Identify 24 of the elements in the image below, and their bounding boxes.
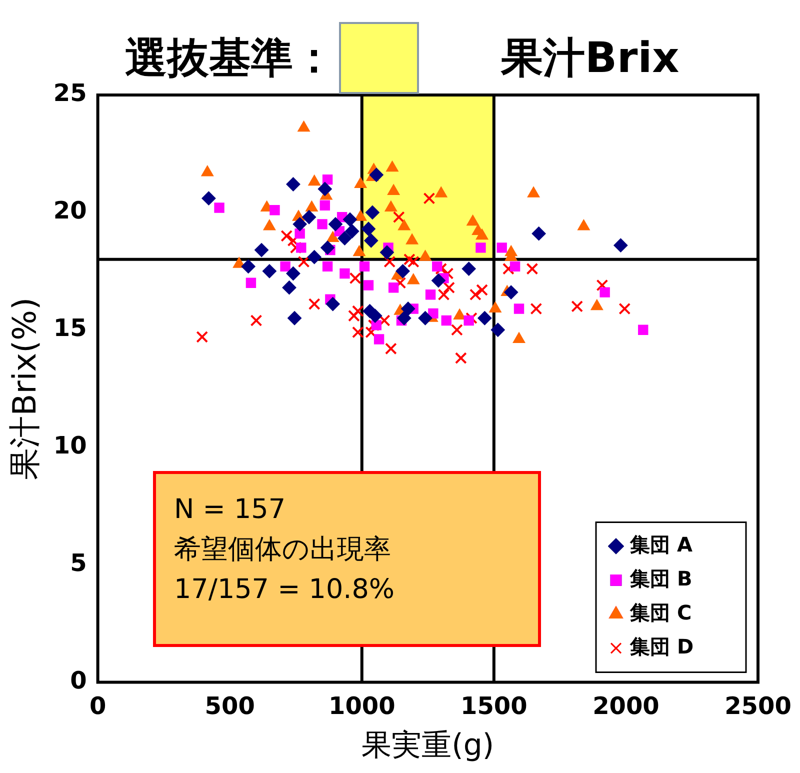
legend-label: 集団 B [629, 566, 692, 590]
annotation: 17/157 = 10.8% [174, 573, 396, 607]
annotation: 希望個体の出現率 [174, 533, 392, 567]
legend-label: 集団 C [629, 600, 692, 624]
y-tick-label: 10 [53, 432, 87, 460]
y-tick-label: 25 [53, 79, 87, 108]
legend-label: 集団 A [629, 532, 693, 556]
x-tick-label: 0 [89, 692, 106, 720]
x-axis-title: 果実重(g) [362, 728, 494, 763]
y-tick-label: 15 [53, 314, 87, 342]
note-box: N = 157 希望個体の出現率 17/157 = 10.8% [153, 471, 541, 647]
y-tick-label: 0 [70, 666, 87, 694]
x-tick-label: 1500 [460, 692, 528, 720]
x-tick-label: 2000 [592, 692, 660, 720]
x-tick-label: 500 [204, 692, 255, 720]
legend-label: 集団 D [629, 634, 694, 658]
y-tick-label: 5 [70, 548, 87, 577]
annotation: N = 157 [174, 493, 287, 527]
band-label: 選抜基準： [125, 32, 335, 84]
chart-title: 果汁Brix [501, 32, 680, 84]
x-tick-label: 2500 [724, 692, 792, 720]
x-tick-label: 1000 [328, 692, 396, 720]
y-axis-title: 果汁Brix(%) [6, 297, 44, 480]
y-tick-label: 20 [53, 196, 87, 225]
